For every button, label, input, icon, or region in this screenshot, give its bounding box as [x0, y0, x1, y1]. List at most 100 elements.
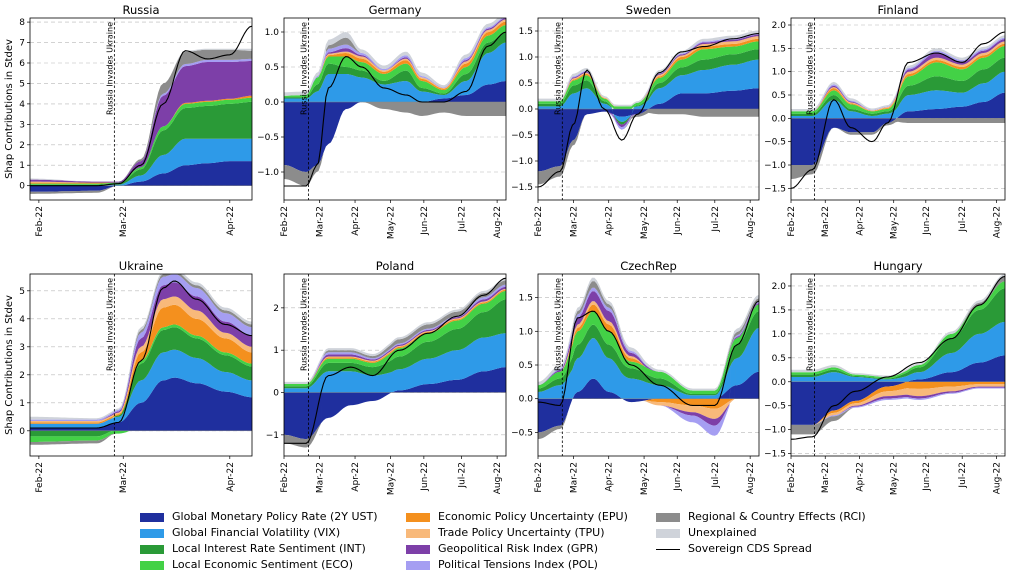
x-tick-label: Jul-22 [958, 462, 968, 489]
panel-title: CzechRep [620, 259, 677, 273]
legend-column-3: Regional & Country Effects (RCI) Unexpla… [656, 509, 866, 557]
legend-label-pol: Political Tensions Index (POL) [438, 558, 598, 571]
area-ust [30, 377, 252, 431]
stack-areas [538, 277, 759, 440]
x-tick-label: Feb-22 [35, 462, 45, 493]
y-tick-label: 1.5 [519, 294, 533, 304]
y-tick-label: 1.5 [772, 306, 786, 316]
y-tick-label: 1 [19, 161, 25, 171]
stack-areas [791, 35, 1005, 179]
area-unx [538, 30, 759, 107]
y-tick-label: 0.0 [772, 378, 787, 388]
y-tick-label: 8 [19, 18, 25, 28]
x-tick-label: Mar-22 [119, 206, 129, 237]
y-tick-label: 1 [19, 399, 25, 409]
y-axis-label: Shap Contributions in Stdev [4, 39, 15, 179]
y-tick-label: −0.5 [511, 131, 533, 141]
y-tick-label: −1 [266, 431, 279, 441]
legend-column-1: Global Monetary Policy Rate (2Y UST) Glo… [140, 509, 378, 573]
area-int [284, 299, 506, 389]
panel-ukraine: Ukraine Russia Invades Ukraine 0 1 2 3 4 5 Feb-2… [19, 259, 253, 493]
legend-label-rci: Regional & Country Effects (RCI) [688, 510, 866, 523]
legend-swatch-eco [140, 560, 164, 570]
panel-frame [283, 273, 507, 457]
x-tick-label: Jul-22 [711, 206, 721, 233]
cds-line [791, 275, 1005, 440]
x-tick-label: Jul-22 [958, 206, 968, 233]
y-tick-label: 0.5 [772, 91, 786, 101]
y-tick-label: 0.5 [772, 354, 786, 364]
legend-swatch-tpu [406, 528, 430, 538]
y-tick-label: 0.0 [265, 98, 280, 108]
cds-line [30, 25, 252, 187]
area-int [30, 327, 252, 437]
x-tick-label: Jun-22 [922, 206, 932, 236]
legend-label-int: Local Interest Rate Sentiment (INT) [172, 542, 366, 555]
x-tick-label: Mar-22 [821, 206, 831, 237]
stack-areas [538, 30, 759, 185]
x-tick-label: Feb-22 [280, 462, 290, 493]
legend-item-gpr: Geopolitical Risk Index (GPR) [406, 541, 628, 557]
y-tick-label: 2 [273, 304, 279, 314]
y-tick-label: 5 [19, 79, 25, 89]
area-eco [284, 25, 506, 98]
legend-label-ust: Global Monetary Policy Rate (2Y UST) [172, 510, 378, 523]
y-tick-label: −0.5 [511, 428, 533, 438]
legend-swatch-int [140, 544, 164, 554]
event-label: Russia Invades Ukraine [806, 22, 815, 115]
panel-czechrep: CzechRep Russia Invades Ukraine −0.5 0.0 0.5… [511, 259, 760, 495]
y-tick-label: 0.5 [519, 361, 533, 371]
area-rci [284, 280, 506, 448]
stack-areas [284, 18, 506, 186]
x-tick-label: Mar-22 [316, 206, 326, 237]
x-tick-label: Aug-22 [746, 462, 756, 494]
area-vix [791, 321, 1005, 382]
x-tick-label: Mar-22 [119, 462, 129, 493]
area-int [284, 32, 506, 99]
panel-title: Russia [123, 3, 160, 17]
area-tpu [538, 36, 759, 107]
x-tick-label: May-22 [640, 206, 650, 239]
panel-hungary: Hungary Russia Invades Ukraine −1.5 −1.0 −0.… [764, 259, 1006, 495]
legend-label-epu: Economic Policy Uncertainty (EPU) [438, 510, 628, 523]
y-tick-label: 1.0 [265, 28, 280, 38]
area-epu [791, 372, 1005, 425]
area-ust [284, 81, 506, 172]
x-tick-label: Apr-22 [351, 206, 361, 236]
area-vix [538, 327, 759, 399]
legend-item-rci: Regional & Country Effects (RCI) [656, 509, 866, 525]
area-vix [791, 71, 1005, 119]
panel-poland: Poland Russia Invades Ukraine −1 0 1 2 Feb-22 M… [266, 259, 507, 495]
x-tick-label: May-22 [890, 206, 900, 239]
legend-label-unexplained: Unexplained [688, 526, 757, 539]
y-tick-label: 1.0 [519, 53, 534, 63]
area-ust [538, 371, 759, 433]
cds-line [791, 31, 1005, 189]
y-tick-label: 7 [19, 39, 25, 49]
y-tick-label: 4 [19, 100, 25, 110]
stack-areas [30, 274, 252, 445]
y-tick-label: 6 [19, 59, 25, 69]
panel-title: Finland [877, 3, 918, 17]
area-unx [791, 35, 1005, 112]
x-tick-label: Mar-22 [569, 206, 579, 237]
area-int [538, 311, 759, 396]
x-tick-label: Apr-22 [226, 462, 236, 492]
area-ust [791, 355, 1005, 425]
panel-finland: Finland Russia Invades Ukraine −1.5 −1.0 −0.… [764, 3, 1006, 239]
x-tick-label: Feb-22 [35, 206, 45, 237]
x-tick-label: Aug-22 [493, 206, 503, 238]
area-pol [791, 372, 1005, 425]
cds-line [30, 280, 252, 429]
y-tick-label: −1.0 [257, 168, 279, 178]
x-tick-label: May-22 [890, 462, 900, 495]
y-axis-label: Shap Contributions in Stdev [4, 295, 15, 435]
x-tick-label: Aug-22 [746, 206, 756, 238]
event-label: Russia Invades Ukraine [105, 22, 114, 115]
legend-label-tpu: Trade Policy Uncertainty (TPU) [438, 526, 605, 539]
x-tick-label: Feb-22 [787, 462, 797, 493]
y-tick-label: 3 [19, 343, 25, 353]
legend-swatch-gpr [406, 544, 430, 554]
area-vix [30, 349, 252, 428]
area-ust [791, 92, 1005, 165]
